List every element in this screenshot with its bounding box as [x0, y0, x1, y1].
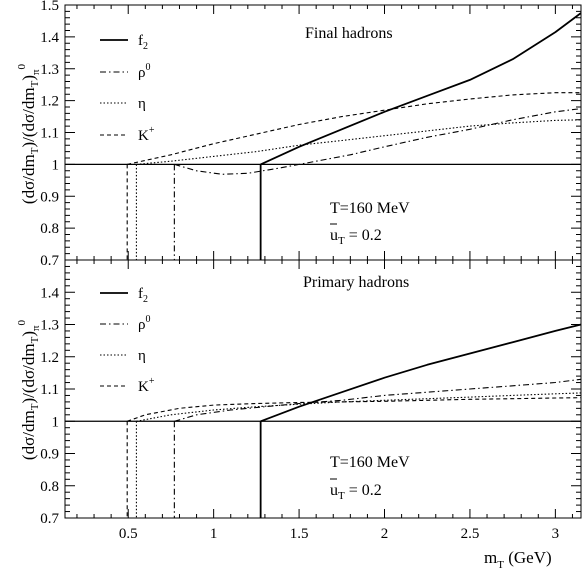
legend-label-rho0: ρ0	[138, 62, 151, 81]
series-kplus	[127, 92, 581, 165]
legend-label-f2: f2	[138, 286, 148, 305]
legend-label-eta: η	[138, 96, 146, 112]
y-tick-label: 1.4	[40, 30, 59, 46]
y-tick-label: 1.2	[40, 94, 59, 110]
y-tick-label: 1.4	[40, 285, 59, 301]
y-tick-label: 1	[52, 414, 60, 430]
top-legend: f2 ρ0 η K+	[100, 33, 155, 144]
top-panel-tick-labels: 0.7 0.8 0.9 1 1.1 1.2 1.3 1.4 1.5	[40, 0, 59, 269]
series-rho0	[174, 108, 582, 175]
top-param-temperature: T=160 MeV	[330, 200, 410, 217]
top-panel: 0.70.80.911.11.21.31.41.5 Final hadrons …	[16, 0, 582, 269]
series-f2	[260, 323, 582, 423]
top-param-velocity: uT = 0.2	[330, 227, 382, 247]
y-tick-label: 0.9	[40, 189, 59, 205]
series-eta	[136, 119, 582, 165]
y-tick-label: 0.7	[40, 253, 59, 269]
legend-label-kplus: K+	[138, 376, 155, 395]
y-tick-label: 0.8	[40, 221, 59, 237]
x-tick-label: 1	[210, 526, 218, 542]
y-tick-label: 1.3	[40, 318, 59, 334]
bottom-param-temperature: T=160 MeV	[330, 454, 410, 471]
x-tick-label: 2	[381, 526, 389, 542]
y-tick-label: 0.7	[40, 511, 59, 527]
legend-label-eta: η	[138, 348, 146, 364]
bottom-param-velocity: uT = 0.2	[330, 482, 382, 502]
y-tick-label: 0.8	[40, 479, 59, 495]
y-tick-label: 1.3	[40, 62, 59, 78]
series-rho0	[174, 378, 582, 422]
y-tick-label: 1.1	[40, 126, 59, 142]
y-tick-label: 1.2	[40, 350, 59, 366]
top-panel-title: Final hadrons	[305, 25, 393, 42]
legend-label-kplus: K+	[138, 125, 155, 144]
y-tick-label: 1	[52, 157, 60, 173]
series-eta	[136, 392, 582, 422]
bottom-panel-tick-labels: 0.7 0.8 0.9 1 1.1 1.2 1.3 1.4 0.5 1 1.5 2 2.5 3	[40, 285, 559, 542]
series-kplus	[127, 397, 582, 422]
bottom-panel-title: Primary hadrons	[303, 274, 409, 291]
x-tick-label: 3	[552, 526, 560, 542]
x-axis-title: mT (GeV)	[484, 548, 552, 571]
x-tick-label: 0.5	[119, 526, 138, 542]
series-f2	[260, 12, 582, 166]
y-tick-label: 1.1	[40, 382, 59, 398]
legend-label-rho0: ρ0	[138, 314, 151, 333]
y-tick-label: 1.5	[40, 0, 59, 14]
bottom-y-axis-title: (dσ/dmT)/(dσ/dmT)π0	[16, 319, 42, 460]
bottom-panel-series	[65, 323, 582, 518]
x-tick-label: 2.5	[461, 526, 480, 542]
x-tick-label: 1.5	[290, 526, 309, 542]
top-panel-marks	[65, 4, 581, 261]
bottom-panel: 0.7 0.8 0.9 1 1.1 1.2 1.3 1.4 0.5 1 1.5 2 2.5 3 Prima…	[16, 259, 582, 571]
top-y-axis-title: (dσ/dmT)/(dσ/dmT)π0	[16, 63, 42, 204]
top-panel-series	[65, 12, 582, 260]
y-tick-label: 0.9	[40, 447, 59, 463]
bottom-legend: f2 ρ0 η K+	[100, 286, 155, 395]
legend-label-f2: f2	[138, 33, 148, 52]
